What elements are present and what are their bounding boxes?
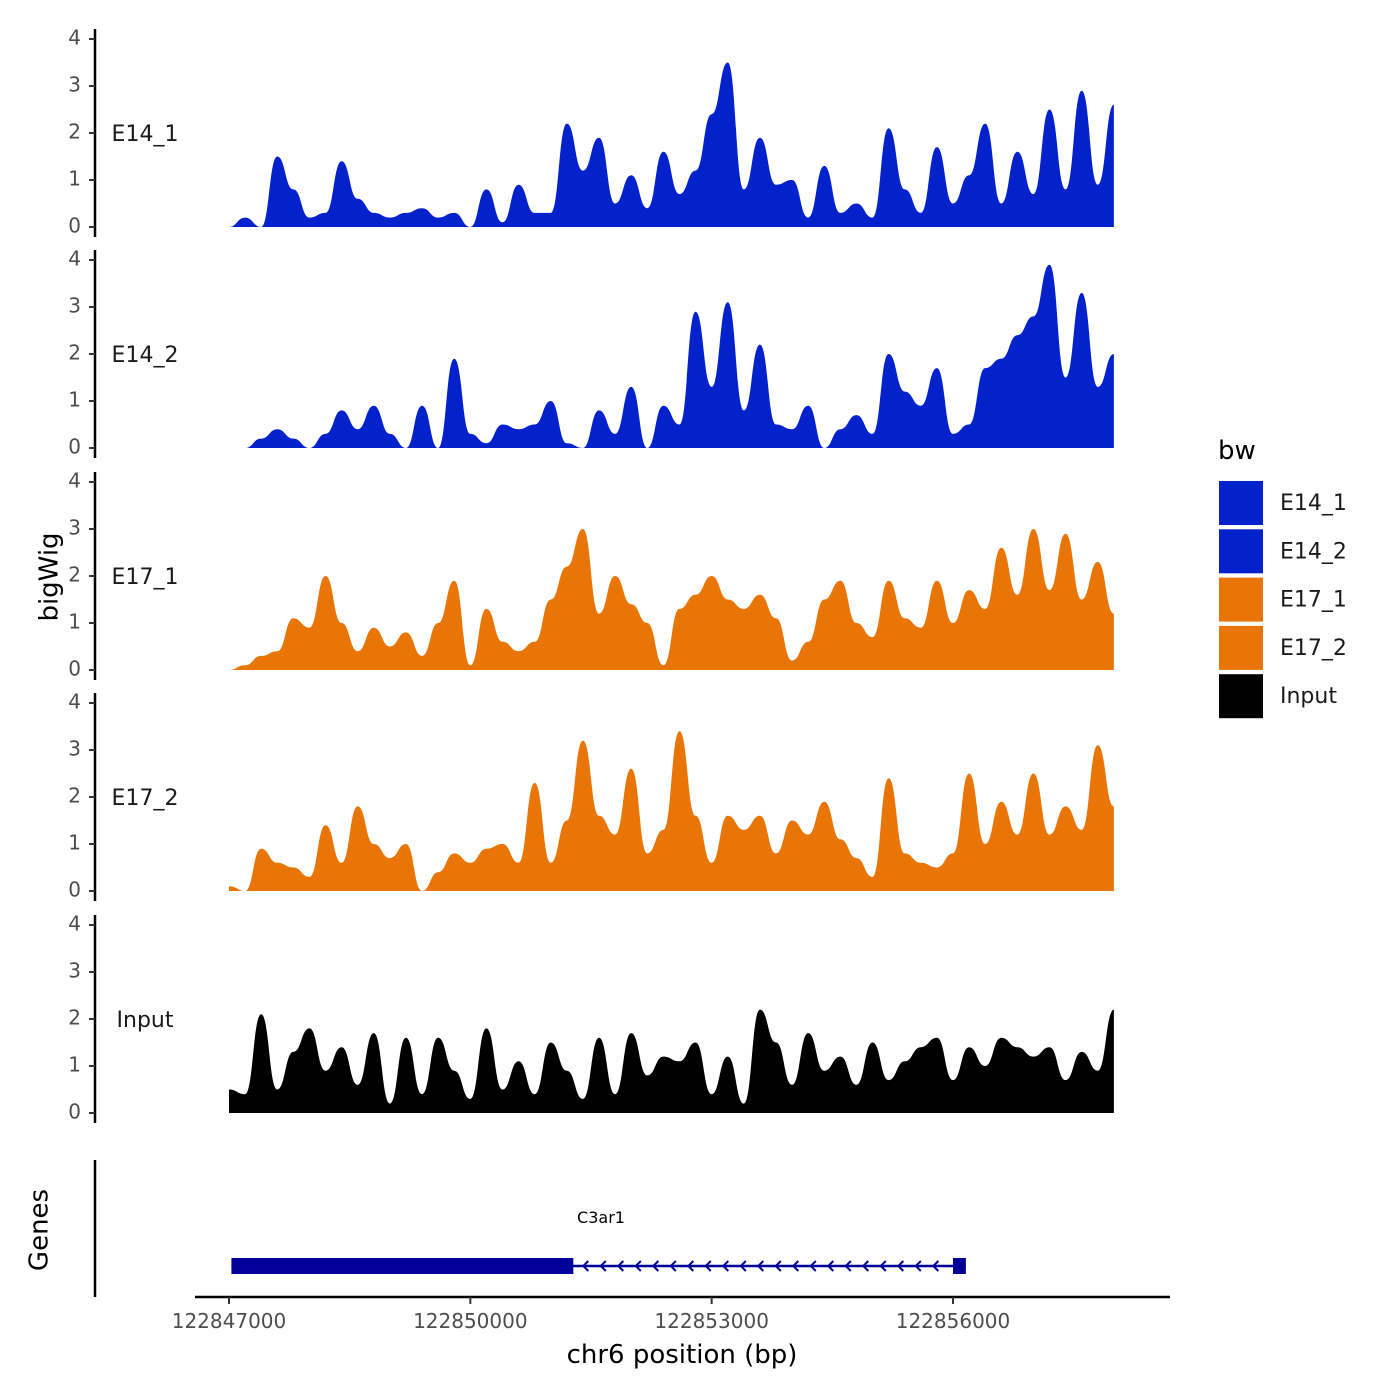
track-E14_1: 0 1 2 3 4 E14_1 xyxy=(68,26,1114,238)
strand-arrow xyxy=(599,1260,607,1272)
legend-label: E14_2 xyxy=(1280,539,1347,564)
track-E14_2: 0 1 2 3 4 E14_2 xyxy=(68,247,1114,459)
strand-arrow xyxy=(634,1260,642,1272)
y-tick-label: 4 xyxy=(68,469,81,493)
legend-item-E14_2: E14_2 xyxy=(1219,529,1347,574)
x-tick-label: 122856000 xyxy=(896,1309,1011,1333)
legend-swatch xyxy=(1219,529,1263,574)
y-tick-label: 0 xyxy=(68,878,81,902)
y-tick-label: 1 xyxy=(68,1053,81,1077)
y-tick-label: 1 xyxy=(68,610,81,634)
y-tick-label: 0 xyxy=(68,657,81,681)
track-label: E14_2 xyxy=(112,343,179,368)
strand-arrow xyxy=(791,1260,800,1272)
strand-arrow xyxy=(756,1260,765,1272)
y-axis-title: bigWig xyxy=(35,532,65,621)
gene-label: C3ar1 xyxy=(577,1208,625,1227)
track-E17_2: 0 1 2 3 4 E17_2 xyxy=(68,690,1114,902)
y-tick-label: 1 xyxy=(68,388,81,412)
y-tick-label: 0 xyxy=(68,214,81,238)
y-tick-label: 3 xyxy=(68,737,81,761)
strand-arrow xyxy=(686,1260,695,1272)
legend-label: E17_1 xyxy=(1280,588,1347,613)
y-tick-label: 2 xyxy=(68,341,81,365)
y-tick-label: 2 xyxy=(68,1006,81,1030)
strand-arrow xyxy=(721,1260,730,1272)
gene-model xyxy=(231,1258,966,1274)
strand-arrow xyxy=(879,1260,887,1272)
legend-label: E14_1 xyxy=(1280,491,1347,516)
track-E17_1: 0 1 2 3 4 E17_1 xyxy=(68,469,1114,681)
track-label: Input xyxy=(117,1008,174,1033)
x-tick-label: 122850000 xyxy=(413,1309,528,1333)
legend-label: Input xyxy=(1280,684,1337,709)
strand-arrow xyxy=(739,1260,747,1272)
x-tick-label: 122853000 xyxy=(654,1309,769,1333)
legend-swatch xyxy=(1219,625,1263,670)
y-tick-label: 3 xyxy=(68,73,81,97)
legend-swatch xyxy=(1219,481,1263,525)
strand-arrow xyxy=(861,1260,870,1272)
strand-arrow xyxy=(616,1260,625,1272)
strand-arrow xyxy=(896,1260,905,1272)
signal-area-E17_1 xyxy=(229,529,1114,670)
signal-area-E17_2 xyxy=(229,731,1114,891)
strand-arrow xyxy=(809,1260,817,1272)
genes-axis-title: Genes xyxy=(25,1189,55,1271)
gene-exon xyxy=(231,1258,574,1274)
y-tick-label: 2 xyxy=(68,784,81,808)
signal-area-E14_2 xyxy=(229,264,1114,448)
strand-arrow xyxy=(774,1260,782,1272)
x-axis-title: chr6 position (bp) xyxy=(567,1340,798,1370)
y-tick-label: 4 xyxy=(68,26,81,50)
strand-arrow xyxy=(669,1260,677,1272)
signal-tracks: 0 1 2 3 4 E14_1 0 1 2 3 4 E14_2 0 1 2 3 4 E17_1 0 1 2 3 4 E17_2… xyxy=(68,26,1114,1124)
signal-area-E14_1 xyxy=(229,62,1114,227)
y-tick-label: 2 xyxy=(68,563,81,587)
y-tick-label: 1 xyxy=(68,167,81,191)
track-label: E17_2 xyxy=(112,786,179,811)
strand-arrow xyxy=(651,1260,660,1272)
track-label: E17_1 xyxy=(112,565,179,590)
y-tick-label: 3 xyxy=(68,294,81,318)
x-axis: 122847000 122850000 122853000 122856000 xyxy=(172,1295,1170,1333)
y-tick-label: 4 xyxy=(68,912,81,936)
strand-arrow xyxy=(844,1260,852,1272)
y-tick-label: 3 xyxy=(68,959,81,983)
y-tick-label: 3 xyxy=(68,516,81,540)
x-tick-label: 122847000 xyxy=(172,1309,287,1333)
y-tick-label: 0 xyxy=(68,435,81,459)
strand-arrow xyxy=(914,1260,922,1272)
y-tick-label: 2 xyxy=(68,120,81,144)
gene-exon xyxy=(952,1258,966,1274)
y-tick-label: 0 xyxy=(68,1100,81,1124)
legend-title: bw xyxy=(1218,436,1256,466)
signal-area-Input xyxy=(229,1009,1114,1113)
legend-swatch xyxy=(1219,674,1263,719)
y-tick-label: 4 xyxy=(68,247,81,271)
legend-label: E17_2 xyxy=(1280,636,1347,661)
strand-arrow xyxy=(826,1260,835,1272)
y-tick-label: 4 xyxy=(68,690,81,714)
track-Input: 0 1 2 3 4 Input xyxy=(68,912,1114,1124)
legend-item-E17_1: E17_1 xyxy=(1219,577,1347,622)
legend-swatch xyxy=(1219,577,1263,622)
track-label: E14_1 xyxy=(112,122,179,147)
strand-arrow xyxy=(581,1260,590,1272)
legend-item-E17_2: E17_2 xyxy=(1219,625,1347,670)
y-tick-label: 1 xyxy=(68,831,81,855)
legend-item-Input: Input xyxy=(1219,674,1337,719)
strand-arrow xyxy=(704,1260,712,1272)
strand-arrow xyxy=(931,1260,940,1272)
legend: bw E14_1 E14_2 E17_1 E17_2 Input xyxy=(1218,436,1347,719)
gene-track: Genes C3ar1 xyxy=(25,1160,966,1297)
legend-item-E14_1: E14_1 xyxy=(1219,481,1347,525)
